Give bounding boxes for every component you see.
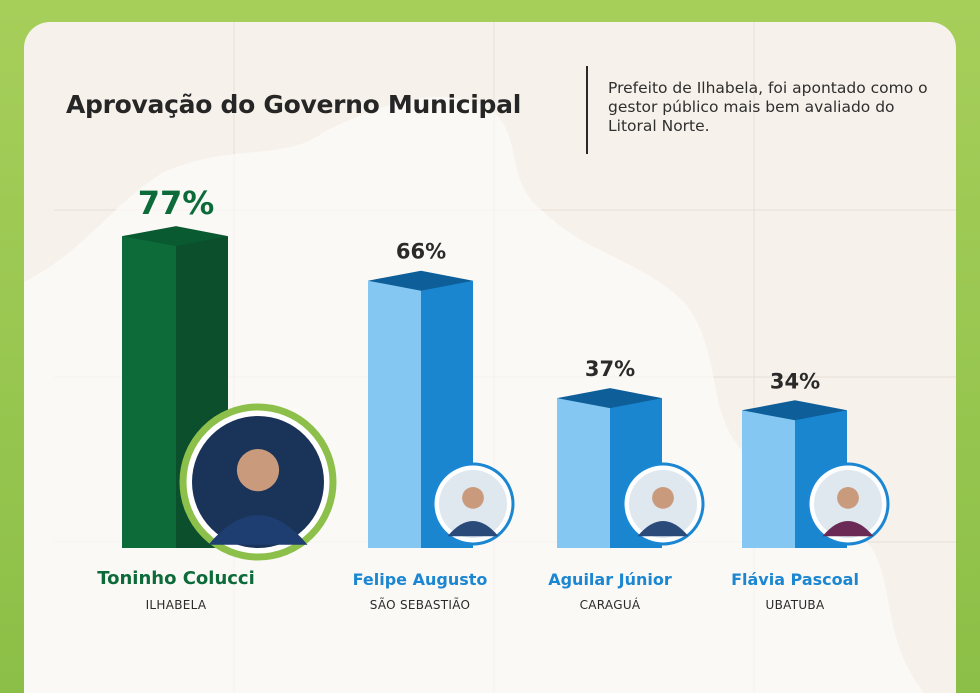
bar-top-face (742, 400, 847, 421)
chart-title: Aprovação do Governo Municipal (66, 90, 521, 119)
candidate-photo (806, 462, 890, 546)
bar-1: 77% (122, 184, 337, 561)
candidate-label-colucci: Toninho Colucci ILHABELA (76, 568, 276, 612)
data-label: 66% (396, 240, 446, 264)
candidate-city: UBATUBA (765, 598, 825, 612)
bar-front-face (742, 410, 795, 548)
candidate-photo (179, 403, 337, 561)
candidate-photo (621, 462, 705, 546)
candidate-photo (431, 462, 515, 546)
bar-2: 66% (368, 240, 515, 548)
candidate-name: Flávia Pascoal (731, 570, 859, 589)
candidate-city: CARAGUÁ (579, 598, 641, 612)
candidate-label-felipe: Felipe Augusto SÃO SEBASTIÃO (320, 570, 520, 612)
candidate-label-flavia: Flávia Pascoal UBATUBA (695, 570, 895, 612)
candidate-city: ILHABELA (145, 598, 207, 612)
bar-front-face (368, 280, 421, 548)
candidate-city: SÃO SEBASTIÃO (369, 598, 471, 612)
bar-top-face (122, 226, 228, 247)
data-label: 34% (770, 369, 820, 393)
candidate-name: Felipe Augusto (352, 570, 488, 589)
candidate-name: Aguilar Júnior (548, 570, 672, 589)
bar-front-face (557, 398, 610, 548)
chart-subtitle: Prefeito de Ilhabela, foi apontado como … (608, 79, 928, 135)
data-label: 77% (138, 184, 215, 222)
bar-4: 34% (742, 369, 890, 548)
candidate-label-aguilar: Aguilar Júnior CARAGUÁ (510, 570, 710, 612)
bar-front-face (122, 236, 176, 548)
candidate-name: Toninho Colucci (97, 568, 255, 589)
bar-top-face (557, 388, 662, 409)
title-divider (586, 66, 588, 154)
data-label: 37% (585, 357, 635, 381)
bar-3: 37% (557, 357, 705, 548)
bar-top-face (368, 270, 473, 291)
